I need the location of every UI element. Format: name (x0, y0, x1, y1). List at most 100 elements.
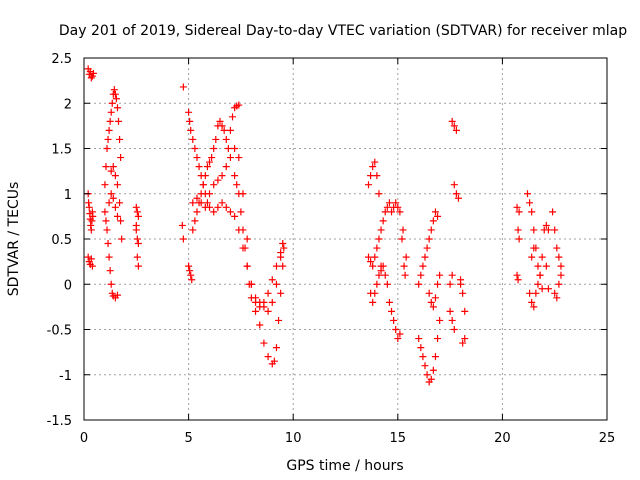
y-tick-label: -1 (59, 369, 72, 384)
data-point-mid-2 (252, 294, 260, 302)
data-point-late-1 (381, 271, 389, 279)
data-point-late-3 (553, 244, 561, 252)
data-point-late-1 (375, 190, 383, 198)
data-point-late-1 (394, 335, 402, 343)
data-point-late-3 (515, 235, 523, 243)
data-point-mid-1 (231, 212, 239, 220)
data-point-early-2 (103, 145, 111, 152)
data-point-early-3 (132, 221, 140, 229)
data-point-mid-2 (229, 113, 237, 121)
data-point-mid-2 (231, 172, 239, 180)
data-point-late-2 (452, 190, 460, 198)
data-point-late-2 (457, 276, 465, 284)
data-point-early-2 (110, 86, 118, 94)
data-point-late-1 (365, 253, 373, 261)
data-point-early-3 (133, 208, 141, 216)
data-point-mid-1 (189, 135, 197, 143)
data-point-early-1 (85, 203, 93, 211)
data-point-late-1 (373, 172, 381, 180)
data-point-mid-2 (193, 194, 201, 202)
data-point-late-1 (390, 316, 398, 324)
data-point-late-3 (549, 208, 557, 216)
data-point-early-2 (101, 181, 109, 189)
data-point-late-2 (417, 271, 425, 279)
data-point-late-1 (365, 181, 373, 189)
data-point-early-1 (85, 199, 93, 207)
y-tick-label: 2.5 (51, 52, 72, 67)
data-point-late-3 (530, 244, 538, 252)
y-tick-label: 2 (64, 97, 72, 112)
data-point-mid-2 (197, 199, 205, 207)
data-point-mid-2 (233, 181, 241, 189)
data-point-mid-1 (186, 267, 194, 275)
data-point-mid-1 (272, 344, 280, 352)
data-point-late-1 (388, 307, 396, 315)
data-point-mid-1 (199, 181, 207, 189)
data-point-early-2 (109, 163, 117, 171)
data-point-late-2 (434, 212, 442, 220)
data-point-mid-2 (268, 276, 276, 284)
data-point-mid-2 (252, 307, 260, 315)
data-point-late-1 (392, 326, 400, 333)
data-point-early-1 (87, 221, 95, 229)
data-point-late-1 (371, 289, 379, 297)
data-point-late-1 (369, 298, 377, 306)
y-tick-label: 0 (64, 278, 72, 293)
data-point-early-2 (107, 167, 115, 175)
data-point-early-2 (111, 90, 119, 98)
data-point-mid-2 (189, 199, 197, 207)
data-point-mid-2 (226, 154, 234, 162)
data-point-late-3 (530, 303, 538, 311)
data-point-late-2 (415, 280, 423, 288)
data-point-late-3 (526, 199, 534, 207)
data-point-late-2 (419, 353, 427, 361)
data-point-mid-2 (260, 303, 268, 311)
data-point-mid-2 (247, 280, 255, 288)
data-point-early-1 (88, 217, 96, 225)
data-point-late-1 (392, 199, 400, 207)
data-point-mid-2 (231, 145, 239, 152)
data-point-mid-2 (243, 262, 251, 270)
data-point-mid-1 (193, 208, 201, 216)
data-point-late-1 (375, 235, 383, 243)
data-point-early-2 (103, 226, 111, 234)
y-axis-label: SDTVAR / TECUs (6, 182, 22, 297)
data-point-mid-2 (237, 208, 245, 216)
data-point-late-1 (383, 280, 391, 288)
data-point-late-3 (557, 262, 565, 270)
data-point-late-2 (459, 289, 467, 297)
data-point-early-2 (113, 181, 121, 189)
data-point-late-1 (396, 208, 404, 216)
data-point-early-2 (113, 104, 121, 112)
data-point-mid-1 (280, 244, 288, 252)
data-point-early-2 (105, 199, 113, 207)
data-point-late-3 (532, 289, 540, 297)
data-point-early-2 (112, 95, 120, 103)
data-point-late-1 (371, 253, 379, 261)
data-point-mid-1 (187, 126, 195, 134)
data-point-late-2 (431, 294, 439, 302)
data-point-late-2 (423, 371, 431, 379)
data-point-late-3 (551, 226, 559, 234)
data-point-late-2 (446, 307, 454, 315)
data-point-late-1 (383, 203, 391, 211)
y-tick-label: -1.5 (47, 414, 72, 429)
data-point-late-2 (459, 339, 467, 347)
y-tick-label: 1.5 (51, 143, 72, 158)
data-point-late-3 (555, 253, 563, 261)
data-point-late-2 (429, 217, 437, 225)
data-point-mid-2 (264, 289, 272, 297)
data-point-late-2 (427, 298, 435, 306)
data-point-late-1 (369, 163, 377, 171)
data-point-late-3 (526, 289, 534, 297)
data-point-late-3 (530, 226, 538, 234)
data-point-mid-1 (208, 154, 216, 162)
data-point-early-2 (107, 108, 115, 116)
data-point-late-2 (431, 353, 439, 361)
data-point-late-1 (373, 280, 381, 288)
data-point-mid-1 (179, 83, 187, 91)
data-point-early-2 (101, 208, 109, 216)
data-point-late-2 (434, 280, 442, 288)
x-tick-label: 0 (80, 431, 88, 446)
data-point-early-2 (102, 217, 110, 225)
